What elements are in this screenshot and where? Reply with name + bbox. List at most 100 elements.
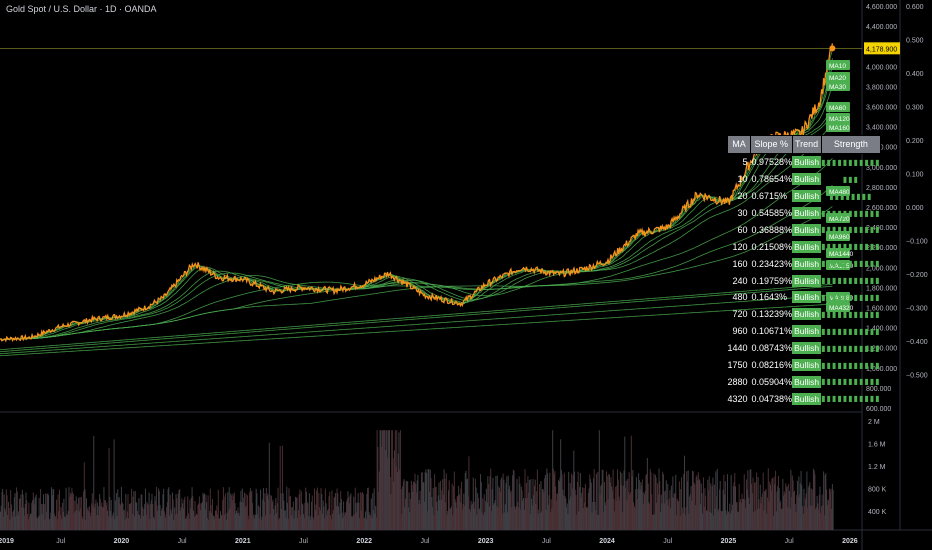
volume-bar [383,430,385,530]
volume-bar [309,519,311,530]
volume-bar [113,439,115,530]
volume-bar [53,513,55,530]
volume-bar [303,518,305,530]
volume-bar [346,499,348,530]
volume-bar [125,493,127,530]
trend-badge: Bullish [792,375,822,388]
volume-bar [37,518,39,530]
volume-bar [379,430,381,530]
volume-bar [206,518,208,530]
volume-bar [294,510,296,530]
volume-bar [370,498,372,530]
volume-bar [494,500,496,530]
volume-bar [190,497,192,530]
price-label-box [864,42,900,55]
volume-bar [410,480,412,530]
price-tick-label: 4,600.000 [866,4,897,11]
price-tick-label: 600.000 [866,406,891,413]
volume-bar [266,496,268,530]
volume-bar [512,469,514,530]
volume-bar [176,498,178,530]
volume-bar [737,512,739,530]
volume-bar [186,515,188,530]
volume-bar [832,489,834,530]
volume-bar [509,485,511,530]
volume-bar [447,490,449,530]
ma-label-box [826,248,850,258]
volume-bar [526,497,528,530]
volume-bar [706,511,708,530]
trend-cell: Bullish [792,306,822,323]
volume-bar [801,485,803,530]
volume-bar [681,477,683,530]
volume-bar [394,430,396,530]
volume-bar [416,480,418,530]
volume-bar [159,504,161,530]
volume-bar [508,489,510,530]
volume-bar [404,507,406,530]
volume-bar [737,511,739,530]
volume-bar [810,488,812,530]
slope-cell: 0.97528% [751,157,793,168]
volume-bar [217,489,219,530]
volume-bar [540,481,542,530]
volume-bar [362,492,364,530]
volume-bar [10,489,12,530]
volume-bar [459,501,461,530]
volume-bar [21,507,23,530]
volume-bar [367,487,369,530]
volume-bar [281,509,283,530]
volume-bar [745,507,747,530]
volume-bar [715,471,717,530]
volume-bar [280,493,282,530]
volume-bar [163,488,165,530]
volume-bar [677,500,679,530]
volume-bar [300,491,302,530]
volume-bar [601,469,603,530]
table-row: 4320 0.04738% Bullish ▮▮▮▮▮▮▮▮▮▮▮ [728,390,881,407]
time-tick-label: 2024 [599,538,615,545]
volume-bar [397,472,399,530]
volume-bar [446,514,448,530]
volume-bar [531,505,533,530]
volume-bar [372,510,374,530]
volume-bar [325,503,327,530]
volume-bar [504,512,506,530]
volume-bar [164,514,166,530]
volume-bar [382,430,384,530]
volume-bar [158,491,160,530]
volume-bar [584,483,586,530]
volume-bar [555,486,557,530]
volume-bar [398,432,400,530]
volume-bar [410,499,412,530]
volume-bar [96,514,98,530]
volume-bar [313,519,315,530]
volume-bar [75,511,77,530]
volume-bar [520,486,522,530]
volume-bar [584,502,586,530]
volume-bar [430,478,432,530]
volume-bar [649,469,651,530]
volume-bar [347,491,349,530]
volume-bar [622,511,624,530]
volume-bar [312,517,314,530]
volume-bar [714,508,716,530]
volume-bar [222,499,224,530]
strength-cell: ▮▮▮▮▮▮▮▮▮▮▮ [821,326,881,336]
volume-bar [121,502,123,530]
ma-label-text: MA2880 [829,295,854,302]
volume-bar [337,493,339,530]
ma-cell: 20 [737,191,748,202]
volume-bar [525,498,527,530]
volume-bar [209,488,211,530]
volume-bar [26,514,28,530]
volume-bar [550,499,552,530]
volume-bar [323,506,325,530]
volume-bar [97,515,99,530]
volume-bar [724,481,726,530]
volume-bar [194,501,196,530]
volume-bar [219,518,221,530]
volume-bar [689,493,691,530]
